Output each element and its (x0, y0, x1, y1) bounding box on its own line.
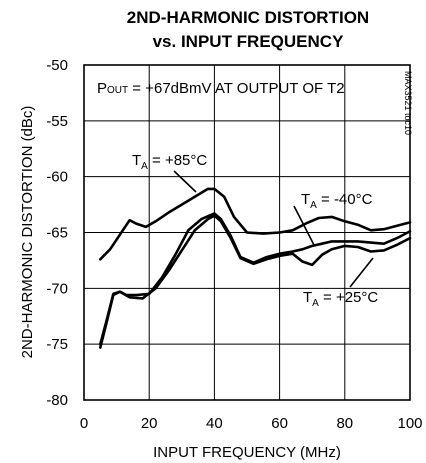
x-tick-label: 100 (397, 415, 422, 432)
y-tick-label: -50 (46, 57, 68, 74)
series-line-85c (99, 187, 412, 261)
plot-frame (83, 64, 411, 401)
series-pointer-minus40c (293, 205, 315, 246)
series-lines (99, 187, 412, 349)
x-tick-label: 60 (271, 415, 288, 432)
y-tick-label: -80 (46, 392, 68, 409)
y-tick-label: -55 (46, 113, 68, 130)
series-label-85c-sub: A (141, 161, 148, 172)
series-label-85c: TA = +85°C (132, 152, 207, 172)
x-tick-label: 0 (80, 415, 88, 432)
x-axis-label: INPUT FREQUENCY (MHz) (153, 444, 341, 461)
series-label-85c-rest: = +85°C (148, 152, 208, 169)
y-tick-label: -65 (46, 225, 68, 242)
x-tick-label: 20 (141, 415, 158, 432)
series-label-25c-rest: = +25°C (319, 289, 379, 306)
series-label-minus40c: TA = -40°C (301, 191, 373, 211)
series-pointer-25c (349, 257, 374, 288)
x-tick-label: 80 (336, 415, 353, 432)
series-label-minus40c-prefix: T (301, 191, 310, 208)
series-label-minus40c-rest: = -40°C (317, 191, 373, 208)
pout-annotation-sub: OUT (107, 85, 128, 96)
series-label-25c: TA = +25°C (303, 289, 378, 309)
pout-annotation-prefix: P (97, 80, 107, 97)
x-tick-label: 40 (206, 415, 223, 432)
chart-title-line-2: vs. INPUT FREQUENCY (153, 32, 344, 51)
grid (84, 65, 410, 400)
series-pointer-85c (173, 170, 197, 193)
pout-annotation: POUT = +67dBmV AT OUTPUT OF T2 (97, 80, 345, 97)
series-label-85c-prefix: T (132, 152, 141, 169)
series-label-minus40c-sub: A (310, 200, 317, 211)
y-tick-label: -60 (46, 169, 68, 186)
y-tick-label: -70 (46, 280, 68, 297)
series-label-25c-prefix: T (303, 289, 312, 306)
pout-annotation-rest: = +67dBmV AT OUTPUT OF T2 (128, 80, 344, 97)
series-label-25c-sub: A (312, 298, 319, 309)
y-tick-label: -75 (46, 336, 68, 353)
tick-labels: 0 20 40 60 80 100 -50 -55 -60 -65 -70 -75 -80 (46, 57, 422, 432)
series-line-25c (99, 214, 412, 346)
y-axis-label: 2ND-HARMONIC DISTORTION (dBc) (19, 106, 36, 359)
chart-title-line-1: 2ND-HARMONIC DISTORTION (127, 8, 369, 27)
part-id-label: MAX3521 toc10 (403, 71, 413, 135)
